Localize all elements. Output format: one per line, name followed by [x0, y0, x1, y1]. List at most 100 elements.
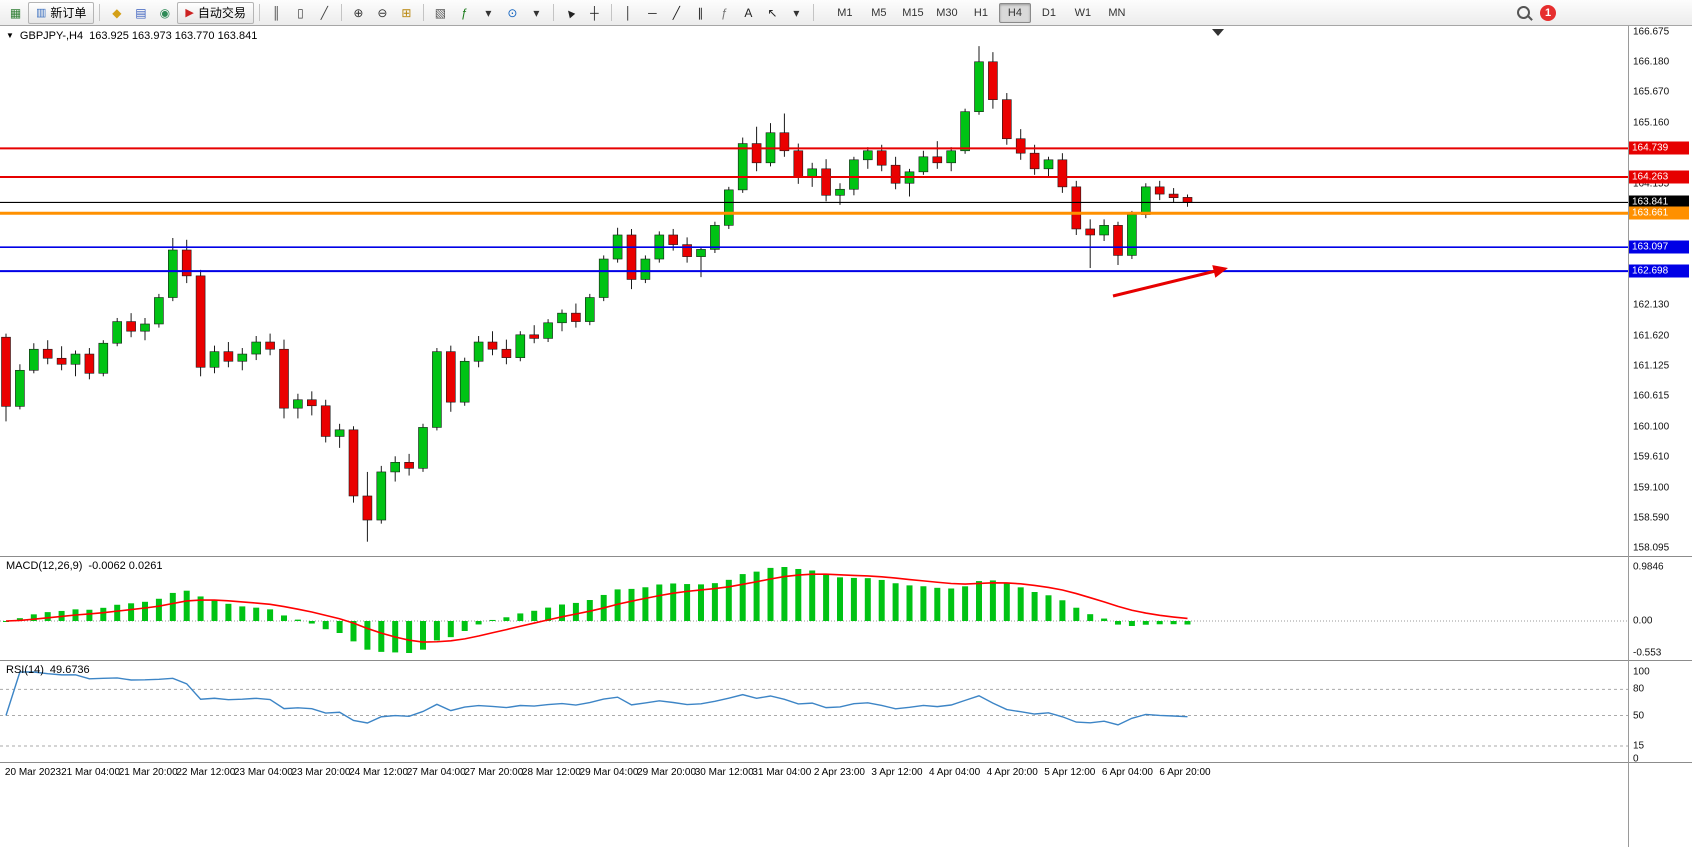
vertical-line-icon-glyph: │	[624, 5, 633, 20]
timeframe-d1[interactable]: D1	[1041, 6, 1056, 19]
time-axis-label: 4 Apr 20:00	[986, 767, 1038, 778]
new-chart-icon-glyph: ▦	[9, 5, 22, 20]
rsi-axis-label: 15	[1633, 740, 1645, 752]
timeframe-w1[interactable]: W1	[1074, 6, 1092, 19]
price-axis-column: 166.675 166.180 165.670 165.160 164.155 162.1…	[1628, 26, 1692, 847]
zoom-out-icon-glyph: ⊖	[377, 5, 388, 20]
time-axis-label: 27 Mar 04:00	[406, 767, 466, 778]
arrows-dropdown-icon-glyph: ▾	[793, 5, 800, 20]
timeframe-h4[interactable]: H4	[998, 2, 1031, 23]
search-icon[interactable]	[1517, 6, 1530, 19]
tile-windows-icon-glyph: ⊞	[401, 5, 412, 20]
zoom-out-icon[interactable]: ⊖	[371, 2, 394, 24]
macd-values: -0.0062 0.0261	[88, 560, 163, 572]
chart-dropdown-icon[interactable]: ▼	[6, 31, 14, 40]
navigator-icon[interactable]: ◉	[153, 2, 176, 24]
price-axis-label: 161.125	[1633, 360, 1670, 372]
macd-axis[interactable]: 0.9846 0.00 -0.553	[1629, 557, 1692, 661]
crosshair-icon-glyph: ┼	[590, 5, 599, 20]
periods-dropdown-icon[interactable]: ▾	[525, 2, 548, 24]
zoom-in-icon[interactable]: ⊕	[347, 2, 370, 24]
time-axis-label: 23 Mar 04:00	[233, 767, 293, 778]
timeframe-m5[interactable]: M5	[871, 6, 887, 19]
new-order-button[interactable]: ▥ 新订单	[28, 1, 95, 24]
price-badge-163.841: 163.841	[1629, 195, 1689, 209]
rsi-axis-label: 50	[1633, 710, 1645, 721]
rsi-panel[interactable]: RSI(14) 49.6736	[0, 661, 1628, 763]
toolbar: ▦ ▥ 新订单 ◆ ▤ ◉ ▶ 自动交易 ║ ▯ ╱ ⊕ ⊖ ⊞ ▧ ƒ ▾ ⊙ ▾ ▲ ┼ │ ─ ╱ ∥ ƒ A ↖ ▾ M1 M5 M1…	[0, 0, 1692, 26]
price-axis[interactable]: 166.675 166.180 165.670 165.160 164.155 162.1…	[1629, 26, 1692, 557]
bar-chart-icon[interactable]: ║	[265, 2, 288, 24]
tile-windows-icon[interactable]: ⊞	[395, 2, 418, 24]
text-icon[interactable]: A	[737, 2, 760, 24]
candlestick-chart[interactable]	[0, 26, 1628, 556]
templates-icon-glyph: ▧	[434, 5, 447, 20]
rsi-axis-label: 100	[1633, 666, 1650, 678]
time-axis-label: 6 Apr 20:00	[1159, 767, 1211, 778]
arrows-icon[interactable]: ↖	[761, 2, 784, 24]
time-axis-label: 24 Mar 12:00	[349, 767, 409, 778]
timeframe-m1[interactable]: M1	[837, 6, 853, 19]
timeframe-h1[interactable]: H1	[973, 6, 988, 19]
new-order-button-icon: ▥	[36, 7, 47, 19]
market-watch-icon[interactable]: ▤	[129, 2, 152, 24]
line-chart-icon[interactable]: ╱	[313, 2, 336, 24]
toolbar-separator	[99, 4, 101, 21]
macd-name: MACD(12,26,9)	[6, 560, 83, 572]
price-badge-163.097: 163.097	[1629, 240, 1689, 254]
timeframe-m30[interactable]: M30	[936, 6, 958, 19]
price-axis-label: 162.130	[1633, 299, 1670, 311]
arrows-dropdown-icon[interactable]: ▾	[785, 2, 808, 24]
rsi-axis[interactable]: 100 80 50 15 0	[1629, 661, 1692, 765]
macd-label: MACD(12,26,9) -0.0062 0.0261	[6, 560, 162, 572]
macd-axis-label: 0.00	[1633, 615, 1653, 627]
text-icon-glyph: A	[744, 5, 753, 20]
auto-trading-button[interactable]: ▶ 自动交易	[177, 1, 254, 24]
time-axis-label: 22 Mar 12:00	[176, 767, 236, 778]
macd-histogram	[3, 567, 1191, 653]
chart-shift-marker	[1212, 29, 1224, 36]
trendline-icon[interactable]: ╱	[665, 2, 688, 24]
bar-chart-icon-glyph: ║	[272, 5, 281, 20]
price-axis-label: 159.610	[1633, 451, 1670, 463]
rsi-axis-label: 0	[1633, 753, 1639, 765]
new-chart-icon[interactable]: ▦	[4, 2, 27, 24]
fibonacci-icon[interactable]: ƒ	[713, 2, 736, 24]
periods-icon-glyph: ⊙	[507, 5, 518, 20]
price-axis-label: 164.155	[1633, 178, 1670, 190]
horizontal-line-icon[interactable]: ─	[641, 2, 664, 24]
indicators-dropdown-icon[interactable]: ▾	[477, 2, 500, 24]
toolbar-separator	[552, 4, 554, 21]
toolbar-separator	[258, 4, 260, 21]
crosshair-icon[interactable]: ┼	[583, 2, 606, 24]
trend-arrow-annotation	[1112, 268, 1221, 298]
vertical-line-icon[interactable]: │	[617, 2, 640, 24]
price-axis-label: 159.100	[1633, 482, 1670, 494]
price-axis-label: 158.590	[1633, 512, 1670, 524]
profiles-icon[interactable]: ◆	[105, 2, 128, 24]
periods-icon[interactable]: ⊙	[501, 2, 524, 24]
timeframe-m15[interactable]: M15	[902, 6, 924, 19]
indicators-icon[interactable]: ƒ	[453, 2, 476, 24]
price-axis-label: 160.100	[1633, 421, 1670, 433]
time-axis-label: 29 Mar 20:00	[637, 767, 697, 778]
macd-signal-line	[5, 573, 1188, 643]
templates-icon[interactable]: ▧	[429, 2, 452, 24]
macd-chart[interactable]	[0, 557, 1628, 660]
macd-panel[interactable]: MACD(12,26,9) -0.0062 0.0261	[0, 557, 1628, 661]
timeframe-mn[interactable]: MN	[1108, 6, 1126, 19]
price-axis-label: 166.675	[1633, 26, 1670, 38]
time-axis-label: 30 Mar 12:00	[694, 767, 754, 778]
channel-icon[interactable]: ∥	[689, 2, 712, 24]
toolbar-right: 1	[1517, 4, 1556, 21]
time-axis-label: 23 Mar 20:00	[291, 767, 351, 778]
price-badge-163.661: 163.661	[1629, 206, 1689, 220]
candlestick-chart-icon[interactable]: ▯	[289, 2, 312, 24]
cursor-icon[interactable]: ▲	[559, 2, 582, 24]
rsi-chart[interactable]	[0, 661, 1628, 762]
auto-trading-button-label: 自动交易	[197, 6, 246, 20]
macd-axis-label: -0.553	[1633, 647, 1662, 659]
time-axis[interactable]: 20 Mar 2023 21 Mar 04:00 21 Mar 20:00 22 Ma…	[0, 763, 1628, 783]
notification-badge[interactable]: 1	[1540, 4, 1556, 21]
main-chart-panel[interactable]: ▼ GBPJPY-,H4 163.925 163.973 163.770 163…	[0, 26, 1628, 557]
